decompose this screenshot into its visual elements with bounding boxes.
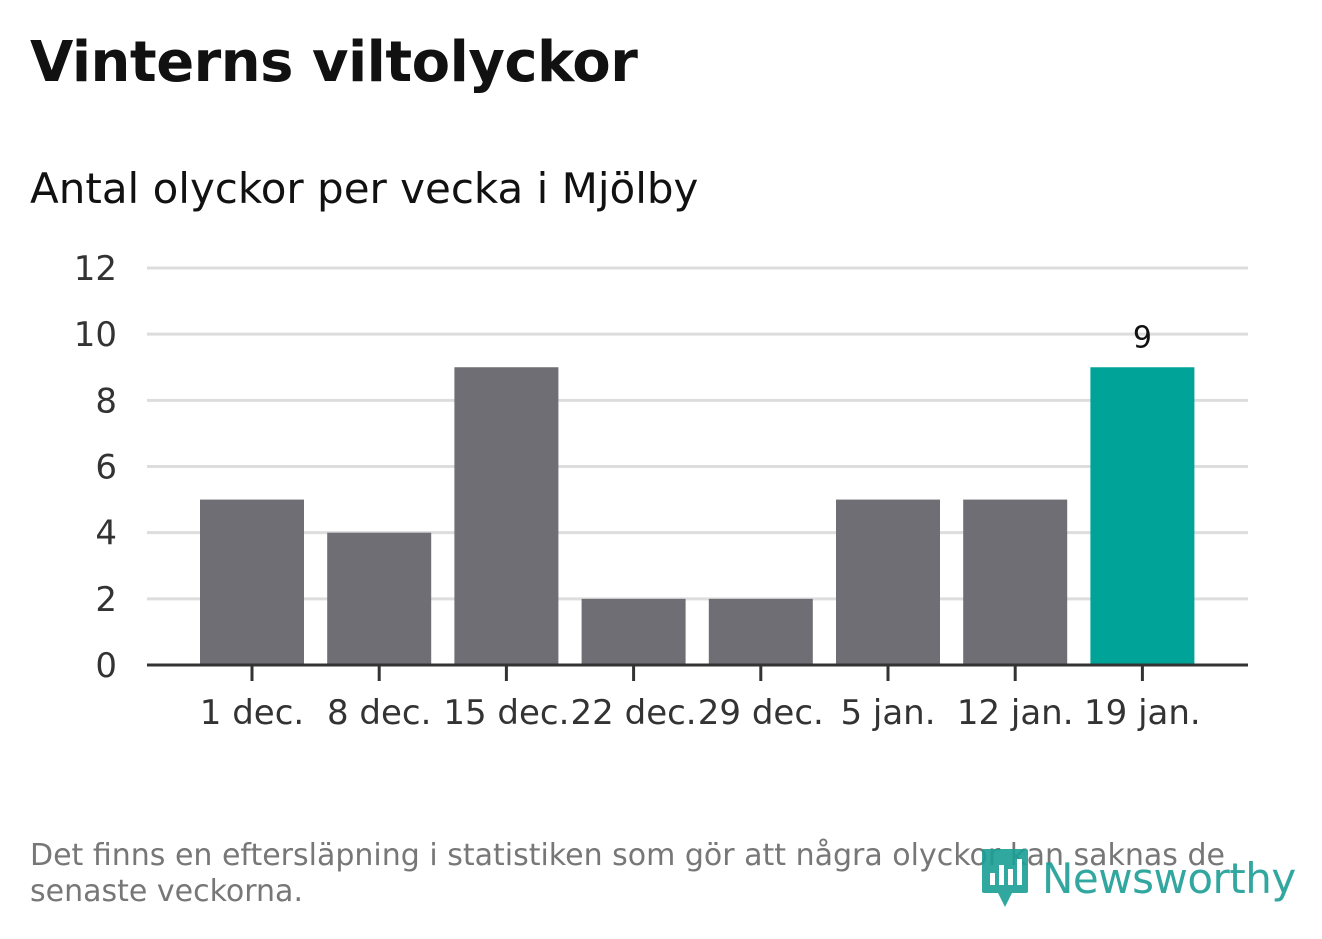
chart-bubble-icon bbox=[982, 849, 1028, 907]
newsworthy-logo: Newsworthy bbox=[980, 846, 1296, 910]
logo-text: Newsworthy bbox=[1042, 853, 1296, 903]
chart-title: Vinterns viltolyckor bbox=[30, 30, 638, 95]
y-tick-label: 0 bbox=[95, 646, 117, 686]
bar bbox=[963, 499, 1068, 665]
y-tick-label: 12 bbox=[74, 249, 117, 289]
bar bbox=[836, 499, 940, 665]
x-tick-label: 5 jan. bbox=[840, 693, 935, 733]
y-tick-label: 8 bbox=[95, 381, 117, 421]
bar bbox=[581, 598, 686, 665]
bar-chart: 0 2 4 6 8 10 12 9 1 dec. 8 dec. 15 dec. 22 dec. 29… bbox=[74, 249, 1248, 733]
x-tick-label: 8 dec. bbox=[327, 693, 431, 733]
x-tick-label: 1 dec. bbox=[200, 693, 304, 733]
x-tick-label: 19 jan. bbox=[1084, 693, 1201, 733]
bar bbox=[454, 367, 559, 665]
bar bbox=[1090, 367, 1195, 665]
y-tick-label: 6 bbox=[95, 448, 117, 488]
bar bbox=[200, 499, 304, 665]
x-tick-label: 12 jan. bbox=[957, 693, 1074, 733]
y-tick-label: 2 bbox=[95, 580, 117, 620]
x-tick-label: 15 dec. bbox=[443, 693, 569, 733]
x-tick-label: 29 dec. bbox=[698, 693, 824, 733]
x-tick-label: 22 dec. bbox=[571, 693, 697, 733]
data-labels: 9 bbox=[1133, 320, 1152, 355]
bars bbox=[200, 367, 1195, 665]
y-tick-label: 4 bbox=[95, 514, 117, 554]
chart-subtitle: Antal olyckor per vecka i Mjölby bbox=[30, 164, 699, 213]
data-label: 9 bbox=[1133, 320, 1152, 355]
y-tick-label: 10 bbox=[74, 315, 117, 355]
y-axis-ticks: 0 2 4 6 8 10 12 bbox=[74, 249, 117, 686]
gridlines bbox=[147, 266, 1248, 601]
bar bbox=[327, 532, 432, 665]
bar bbox=[708, 598, 813, 665]
x-axis-ticks: 1 dec. 8 dec. 15 dec. 22 dec. 29 dec. 5 jan. 1… bbox=[200, 665, 1201, 733]
